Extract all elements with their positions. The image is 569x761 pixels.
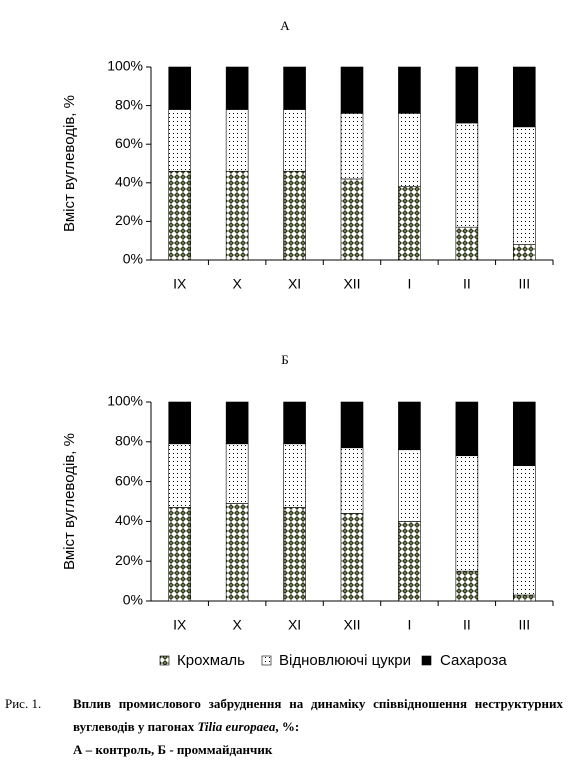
legend-marker [159, 655, 170, 666]
bar-segment [398, 113, 421, 187]
x-tick-label: III [518, 617, 530, 633]
bar-segment [455, 570, 479, 602]
bar-segment [225, 109, 249, 172]
x-tick-label: I [407, 617, 411, 633]
bar-segment [398, 449, 421, 522]
legend-label: Крохмаль [177, 652, 245, 669]
bar-segment [283, 507, 306, 602]
bar-segment [340, 513, 364, 602]
caption: Рис. 1. Вплив промислового забруднення на… [5, 692, 563, 761]
x-tick-label: XII [343, 276, 360, 292]
bar-segment [455, 226, 479, 261]
x-tick-label: II [463, 276, 471, 292]
bar-segment [455, 122, 479, 228]
y-tick-label: 40% [115, 512, 143, 528]
legend-label: Сахароза [440, 652, 507, 669]
y-tick-label: 60% [115, 472, 143, 488]
caption-species: Tilia europaea [197, 719, 276, 734]
bar-segment [168, 443, 192, 508]
y-tick-label: 20% [115, 212, 143, 228]
bar-segment [225, 443, 249, 504]
bar-segment [340, 178, 364, 261]
bar-segment [398, 401, 421, 451]
y-tick-label: 40% [115, 174, 143, 190]
caption-line: А – контроль, Б - проммайданчик [73, 742, 273, 757]
y-tick-label: 100% [107, 393, 143, 409]
bar-segment [225, 66, 249, 110]
caption-body: Вплив промислового забруднення на динамі… [73, 696, 563, 734]
bar-segment [340, 447, 364, 514]
x-tick-label: II [463, 617, 471, 633]
y-tick-label: 20% [115, 552, 143, 568]
chart-title: Б [281, 352, 288, 367]
x-tick-label: X [232, 617, 242, 633]
bar-segment [340, 401, 364, 449]
x-tick-label: XII [343, 617, 360, 633]
y-tick-label: 0% [123, 592, 143, 608]
caption-number: Рис. 1. [5, 696, 42, 711]
bar-segment [512, 594, 536, 602]
bar-segment [283, 401, 306, 445]
bar-segment [168, 507, 192, 602]
y-axis-label: Вміст вуглеводів, % [61, 433, 78, 570]
chart-title: А [280, 18, 290, 33]
y-tick-label: 80% [115, 96, 143, 112]
bar-segment [398, 521, 421, 602]
bar-segment [225, 503, 249, 602]
bar-segment [168, 109, 192, 172]
y-tick-label: 80% [115, 433, 143, 449]
bar-segment [225, 170, 249, 261]
caption-text: Рис. 1. Вплив промислового забруднення на… [5, 692, 563, 738]
bar-segment [512, 244, 536, 261]
x-tick-label: IX [173, 276, 187, 292]
x-tick-label: III [518, 276, 530, 292]
y-tick-label: 0% [123, 251, 143, 267]
bar-segment [340, 113, 364, 180]
bar-segment [225, 401, 249, 445]
bar-segment [283, 170, 306, 261]
bar-segment [512, 126, 536, 245]
bar-segment [455, 66, 479, 124]
bar-segment [283, 443, 306, 508]
bar-segment [398, 66, 421, 114]
x-tick-label: X [232, 276, 242, 292]
caption-suffix: , %: [275, 719, 300, 734]
bar-segment [168, 401, 192, 445]
y-tick-label: 100% [107, 58, 143, 74]
bar-segment [283, 66, 306, 110]
legend-label: Відновлюючі цукри [279, 652, 411, 669]
bar-segment [283, 109, 306, 172]
bar-segment [340, 66, 364, 114]
x-tick-label: IX [173, 617, 187, 633]
bar-segment [512, 66, 536, 128]
y-axis-label: Вміст вуглеводів, % [61, 95, 78, 232]
bar-segment [512, 465, 536, 596]
x-tick-label: XI [288, 617, 301, 633]
y-tick-label: 60% [115, 135, 143, 151]
bar-segment [168, 66, 192, 110]
bar-segment [398, 186, 421, 261]
x-tick-label: XI [288, 276, 301, 292]
bar-segment [168, 170, 192, 261]
x-tick-label: I [407, 276, 411, 292]
legend-marker [261, 655, 272, 666]
bar-segment [512, 401, 536, 466]
bar-segment [455, 401, 479, 457]
bar-segment [455, 455, 479, 572]
legend-marker [421, 655, 432, 666]
